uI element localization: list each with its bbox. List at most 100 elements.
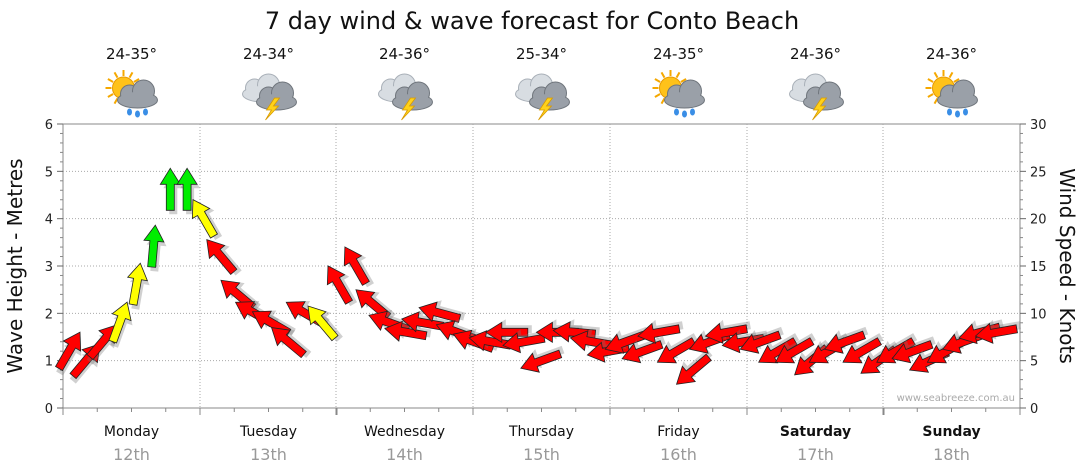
- wind-arrow-body: [307, 305, 339, 342]
- wind-arrow: [656, 333, 698, 364]
- left-tick-label: 0: [45, 402, 53, 417]
- wind-arrow-body: [270, 327, 307, 359]
- rain-drop: [690, 108, 695, 116]
- storm-icon: [242, 73, 297, 121]
- date-label: 12th: [113, 445, 150, 464]
- day-label: Sunday: [922, 424, 980, 440]
- wind-arrow-body: [637, 322, 681, 344]
- rain-drop: [682, 110, 687, 118]
- wind-arrow: [326, 265, 358, 307]
- wind-arrow-body: [206, 239, 238, 275]
- wind-arrow: [842, 333, 884, 364]
- left-tick-label: 5: [45, 165, 53, 180]
- temp-range: 24-36°: [926, 45, 977, 63]
- wind-arrow: [86, 324, 118, 365]
- wind-arrow: [206, 239, 242, 276]
- temp-range: 25-34°: [516, 45, 567, 63]
- wind-arrow-body: [108, 301, 132, 344]
- wind-arrow: [270, 327, 312, 359]
- right-axis-label: Wind Speed - Knots: [1055, 168, 1079, 364]
- grid-lines: [63, 124, 1020, 408]
- wind-arrows: [54, 167, 1021, 385]
- right-axis-ticks: 0 5 10 15 20 25 30: [1020, 118, 1047, 417]
- lightning-bolt: [538, 97, 554, 121]
- right-tick-label: 10: [1030, 307, 1047, 322]
- wind-arrow: [704, 319, 751, 344]
- date-label: 15th: [523, 445, 560, 464]
- sun-ray: [675, 71, 681, 79]
- sun-cloud-rain-icon: [105, 70, 158, 118]
- wind-arrow-body: [842, 337, 882, 364]
- temp-range: 24-34°: [243, 45, 294, 63]
- sun-ray: [953, 78, 960, 83]
- rain-drop: [674, 108, 679, 116]
- wind-arrow-body: [823, 330, 866, 354]
- sun-ray: [660, 97, 666, 105]
- wind-arrow: [176, 167, 201, 215]
- wind-arrow: [637, 319, 684, 344]
- wind-arrow: [502, 329, 549, 354]
- wind-arrow: [520, 345, 565, 373]
- storm-icon: [789, 73, 844, 121]
- wind-arrow: [143, 224, 167, 272]
- rain-drop: [947, 108, 952, 116]
- sun-ray: [933, 71, 939, 79]
- wind-arrow-body: [876, 337, 916, 364]
- sun-ray: [113, 97, 119, 105]
- day-label: Thursday: [508, 424, 574, 440]
- rain-drop: [143, 108, 148, 116]
- date-label: 18th: [933, 445, 970, 464]
- day-label: Saturday: [780, 424, 851, 440]
- wind-arrow: [823, 326, 869, 354]
- left-tick-label: 6: [45, 118, 53, 133]
- wind-arrow-body: [343, 246, 370, 286]
- sun-ray: [133, 78, 140, 83]
- wind-arrow-body: [621, 340, 664, 364]
- right-tick-label: 30: [1030, 118, 1047, 133]
- right-tick-label: 25: [1030, 165, 1047, 180]
- right-tick-label: 15: [1030, 260, 1047, 275]
- wind-arrow: [876, 333, 918, 364]
- temp-range: 24-36°: [790, 45, 841, 63]
- sun-ray: [680, 78, 687, 83]
- sun-ray: [654, 78, 661, 83]
- wind-arrow: [384, 319, 432, 342]
- wind-arrow: [343, 246, 374, 288]
- right-tick-label: 0: [1030, 402, 1038, 417]
- rain-drop: [135, 110, 140, 118]
- chart-title: 7 day wind & wave forecast for Conto Bea…: [265, 7, 799, 35]
- rain-drop: [955, 110, 960, 118]
- wind-arrow-body: [126, 262, 149, 306]
- wind-arrow-body: [176, 167, 198, 211]
- sun-ray: [654, 93, 661, 98]
- sun-ray: [113, 71, 119, 79]
- wind-arrow-body: [326, 265, 354, 305]
- wind-arrow-body: [54, 331, 82, 372]
- sun-ray: [107, 93, 114, 98]
- left-tick-label: 1: [45, 355, 53, 370]
- sun-ray: [107, 78, 114, 83]
- date-label: 17th: [797, 445, 834, 464]
- wind-arrow-body: [704, 322, 748, 344]
- wind-arrow-body: [418, 301, 462, 323]
- temp-range: 24-35°: [106, 45, 157, 63]
- left-tick-label: 4: [45, 213, 53, 228]
- storm-icon: [515, 73, 570, 121]
- temp-range: 24-35°: [653, 45, 704, 63]
- lightning-bolt: [812, 97, 828, 121]
- wind-arrow: [307, 305, 343, 342]
- cloud-part: [939, 92, 976, 106]
- wind-arrow-body: [86, 324, 118, 361]
- wind-arrow: [418, 300, 466, 323]
- wind-arrow: [739, 326, 784, 354]
- left-tick-label: 2: [45, 307, 53, 322]
- wind-arrow: [485, 319, 532, 344]
- wind-arrow: [126, 262, 150, 310]
- day-label: Tuesday: [239, 424, 297, 440]
- sun-ray: [128, 71, 134, 79]
- day-label: Monday: [104, 424, 159, 440]
- date-label: 16th: [660, 445, 697, 464]
- day-label: Wednesday: [364, 424, 445, 440]
- wind-arrow-body: [485, 321, 529, 344]
